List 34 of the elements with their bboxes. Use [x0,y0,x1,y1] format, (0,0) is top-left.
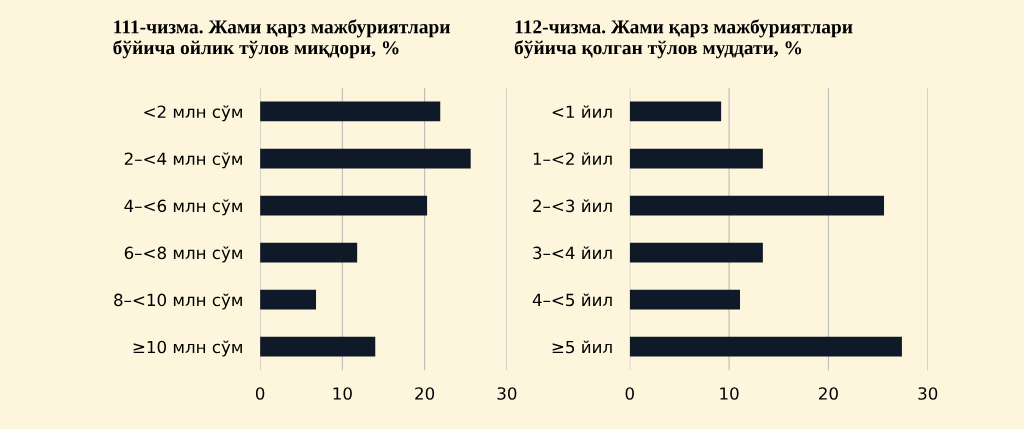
y-tick-label: 1–<2 йил [533,152,612,165]
y-tick-label: <2 млн сўм [144,105,242,122]
y-tick-label: 2–<3 йил [533,199,612,213]
bar [260,195,428,216]
x-tick-label: 20 [415,387,435,400]
y-tick-label: 2–<4 млн сўм [124,152,242,169]
bar [629,101,722,122]
bar [629,148,763,169]
bar [260,148,471,169]
x-tick-label: 0 [625,387,634,400]
bar [260,289,317,310]
bar [629,289,741,310]
x-tick-label: 10 [720,387,739,400]
x-tick-label: 0 [255,387,265,400]
x-tick-label: 30 [497,387,517,400]
y-tick-label: ≥10 млн сўм [133,340,242,357]
bar [260,242,358,263]
bar [629,336,902,357]
chart-title: 111-чизма. Жами қарз мажбуриятлари бўйича ойлик тўлов миқдори, % [113,19,450,59]
y-tick-label: 8–<10 млн сўм [114,293,242,310]
y-tick-label: 4–<6 млн сўм [124,199,242,216]
y-tick-label: <1 йил [552,105,612,118]
bar [260,336,376,357]
x-tick-label: 20 [819,387,838,400]
bar [629,242,763,263]
bar [629,195,885,216]
x-tick-label: 30 [918,387,938,400]
y-tick-label: 3–<4 йил [533,246,612,260]
y-tick-label: ≥5 йил [552,340,612,354]
bar [260,101,441,122]
y-tick-label: 6–<8 млн сўм [124,246,242,263]
x-tick-label: 10 [333,387,352,400]
chart-title: 112-чизма. Жами қарз мажбуриятлари бўйича қолган тўлов муддати, % [514,19,853,59]
y-tick-label: 4–<5 йил [532,293,612,307]
